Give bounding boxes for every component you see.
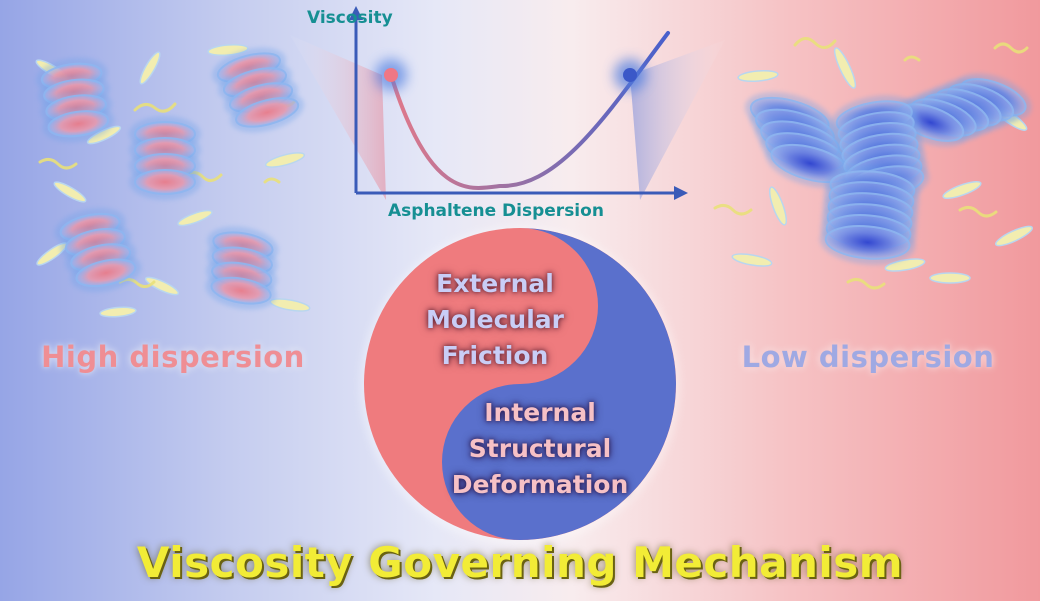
high-dispersion-label: High dispersion xyxy=(41,340,305,374)
asphaltene-stack xyxy=(205,226,279,310)
y-axis-arrow xyxy=(349,6,363,20)
asphaltene-stack xyxy=(129,116,201,200)
asphaltene-stack xyxy=(54,208,142,292)
right-beam xyxy=(630,40,725,200)
y-axis-label: Viscosity xyxy=(307,8,393,28)
asphaltene-aggregate xyxy=(744,92,856,188)
low-dispersion-label: Low dispersion xyxy=(741,340,995,374)
external-friction-label: External Molecular Friction xyxy=(426,269,564,370)
asphaltene-aggregate xyxy=(819,165,921,265)
viscosity-curve-plot xyxy=(290,6,725,200)
asphaltene-stack xyxy=(211,47,305,133)
internal-deformation-label: Internal Structural Deformation xyxy=(451,398,629,499)
right-point xyxy=(623,68,637,82)
x-axis-label: Asphaltene Dispersion xyxy=(388,201,604,221)
left-point xyxy=(384,68,398,82)
asphaltene-stack xyxy=(35,57,115,143)
blue-half xyxy=(442,228,676,540)
left-beam xyxy=(290,35,386,200)
high-dispersion-illustration xyxy=(35,43,311,318)
main-title: Viscosity Governing Mechanism xyxy=(136,538,904,587)
x-axis-arrow xyxy=(674,186,688,200)
viscosity-curve xyxy=(389,31,670,190)
low-dispersion-illustration xyxy=(713,37,1033,290)
yin-yang-diagram xyxy=(360,226,680,546)
